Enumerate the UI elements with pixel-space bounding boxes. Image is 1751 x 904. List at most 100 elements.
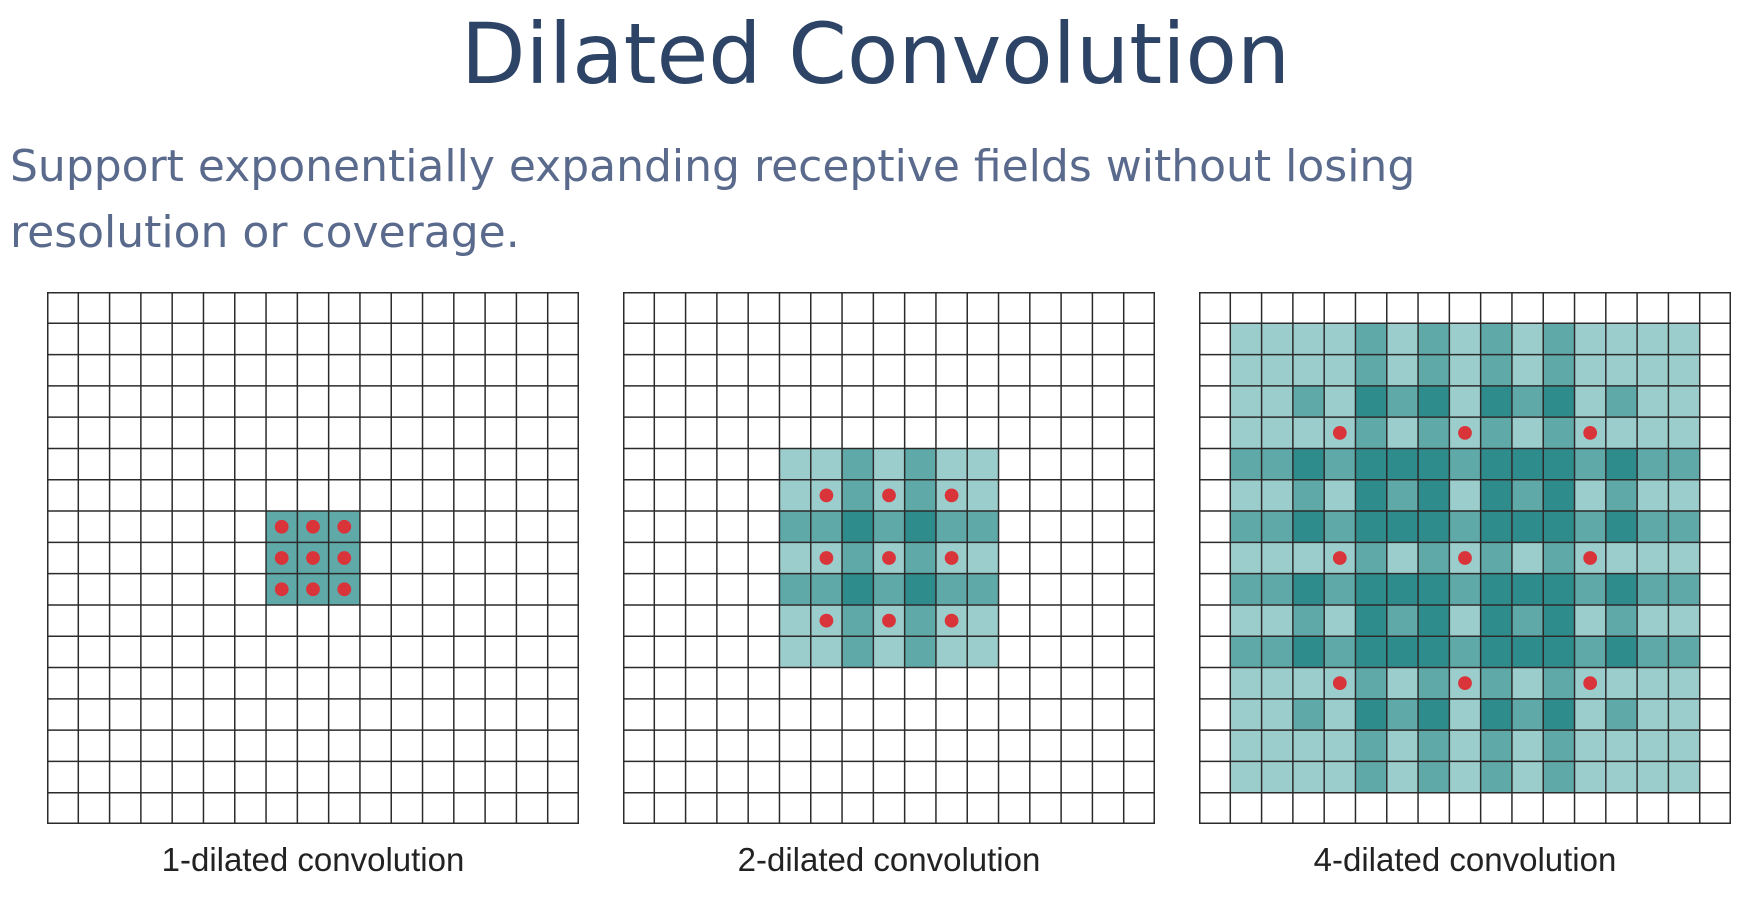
receptive-field-cell	[1418, 511, 1450, 543]
receptive-field-cell	[779, 604, 811, 637]
receptive-field-cell	[1386, 542, 1419, 574]
receptive-field-cell	[1543, 479, 1575, 512]
receptive-field-cell	[1574, 448, 1606, 480]
receptive-field-cell	[1637, 354, 1669, 386]
receptive-field-cell	[1574, 385, 1606, 418]
receptive-field-cell	[1543, 323, 1575, 355]
receptive-field-cell	[967, 542, 999, 574]
receptive-field-cell	[1355, 730, 1387, 762]
receptive-field-cell	[810, 636, 843, 668]
receptive-field-cell	[1543, 417, 1575, 449]
receptive-field-cell	[904, 573, 936, 605]
receptive-field-cell	[1261, 667, 1293, 699]
receptive-field-cell	[1230, 667, 1262, 699]
receptive-field-cell	[1511, 385, 1544, 418]
receptive-field-cell	[1230, 323, 1262, 355]
receptive-field-cell	[1386, 730, 1419, 762]
grid-diagram-1-dilated	[47, 292, 579, 824]
receptive-field-cell	[1386, 761, 1419, 793]
receptive-field-cell	[1418, 385, 1450, 418]
receptive-field-cell	[1324, 604, 1356, 637]
caption-1-dilated: 1-dilated convolution	[161, 841, 465, 878]
receptive-field-cell	[1292, 417, 1325, 449]
receptive-field-cell	[1511, 761, 1544, 793]
kernel-dot	[1458, 425, 1472, 440]
receptive-field-cell	[1543, 511, 1575, 543]
receptive-field-cell	[1480, 698, 1512, 731]
caption-4-dilated: 4-dilated convolution	[1313, 841, 1617, 878]
receptive-field-cell	[1355, 573, 1387, 605]
receptive-field-cell	[1543, 573, 1575, 605]
receptive-field-cell	[1292, 698, 1325, 731]
receptive-field-cell	[1637, 511, 1669, 543]
receptive-field-cell	[1637, 573, 1669, 605]
receptive-field-cell	[1230, 448, 1262, 480]
kernel-dot	[944, 613, 959, 628]
receptive-field-cell	[1480, 730, 1512, 762]
receptive-field-cell	[1324, 511, 1356, 543]
receptive-field-cell	[904, 604, 936, 637]
kernel-dot	[274, 551, 289, 565]
receptive-field-cell	[1418, 573, 1450, 605]
receptive-field-cell	[1418, 479, 1450, 512]
receptive-field-cell	[904, 479, 936, 512]
receptive-field-cell	[1418, 730, 1450, 762]
receptive-field-cell	[1386, 573, 1419, 605]
receptive-field-cell	[1418, 354, 1450, 386]
receptive-field-cell	[904, 448, 936, 480]
receptive-field-cell	[1261, 730, 1293, 762]
receptive-field-cell	[1668, 761, 1700, 793]
receptive-field-cell	[1230, 354, 1262, 386]
receptive-field-cell	[1449, 354, 1481, 386]
receptive-field-cell	[1637, 761, 1669, 793]
receptive-field-cell	[1480, 761, 1512, 793]
kernel-dot	[1458, 676, 1472, 691]
receptive-field-cell	[1668, 730, 1700, 762]
receptive-field-cell	[1668, 385, 1700, 418]
receptive-field-cell	[779, 573, 811, 605]
receptive-field-cell	[1324, 636, 1356, 668]
receptive-field-cell	[1324, 448, 1356, 480]
receptive-field-cell	[1449, 479, 1481, 512]
receptive-field-cell	[1418, 542, 1450, 574]
receptive-field-cell	[1637, 730, 1669, 762]
receptive-field-cell	[1386, 323, 1419, 355]
receptive-field-cell	[810, 511, 843, 543]
receptive-field-cell	[1605, 761, 1638, 793]
receptive-field-cell	[1543, 667, 1575, 699]
receptive-field-cell	[1543, 354, 1575, 386]
receptive-field-cell	[779, 542, 811, 574]
receptive-field-cell	[1355, 385, 1387, 418]
receptive-field-cell	[1292, 573, 1325, 605]
receptive-field-cell	[1480, 385, 1512, 418]
receptive-field-cell	[967, 636, 999, 668]
panel-4-dilated	[1199, 292, 1731, 824]
receptive-field-cell	[1543, 730, 1575, 762]
receptive-field-cell	[1418, 636, 1450, 668]
receptive-field-cell	[1511, 323, 1544, 355]
receptive-field-cell	[1230, 511, 1262, 543]
receptive-field-cell	[1511, 511, 1544, 543]
kernel-dot	[337, 582, 352, 597]
receptive-field-cell	[1386, 667, 1419, 699]
receptive-field-cell	[1261, 354, 1293, 386]
receptive-field-cell	[1668, 573, 1700, 605]
receptive-field-cell	[1386, 385, 1419, 418]
receptive-field-cell	[1511, 730, 1544, 762]
kernel-dot	[882, 488, 896, 503]
receptive-field-cell	[1511, 573, 1544, 605]
receptive-field-cell	[1324, 354, 1356, 386]
receptive-field-cell	[1480, 448, 1512, 480]
receptive-field-cell	[1261, 417, 1293, 449]
receptive-field-cell	[1355, 698, 1387, 731]
kernel-dot	[306, 551, 320, 565]
receptive-field-cell	[1261, 542, 1293, 574]
kernel-dot	[882, 551, 896, 565]
receptive-field-cell	[1261, 479, 1293, 512]
receptive-field	[779, 448, 999, 668]
receptive-field-cell	[1637, 385, 1669, 418]
receptive-field-cell	[1418, 323, 1450, 355]
receptive-field-cell	[1355, 604, 1387, 637]
receptive-field-cell	[1605, 385, 1638, 418]
receptive-field-cell	[967, 448, 999, 480]
